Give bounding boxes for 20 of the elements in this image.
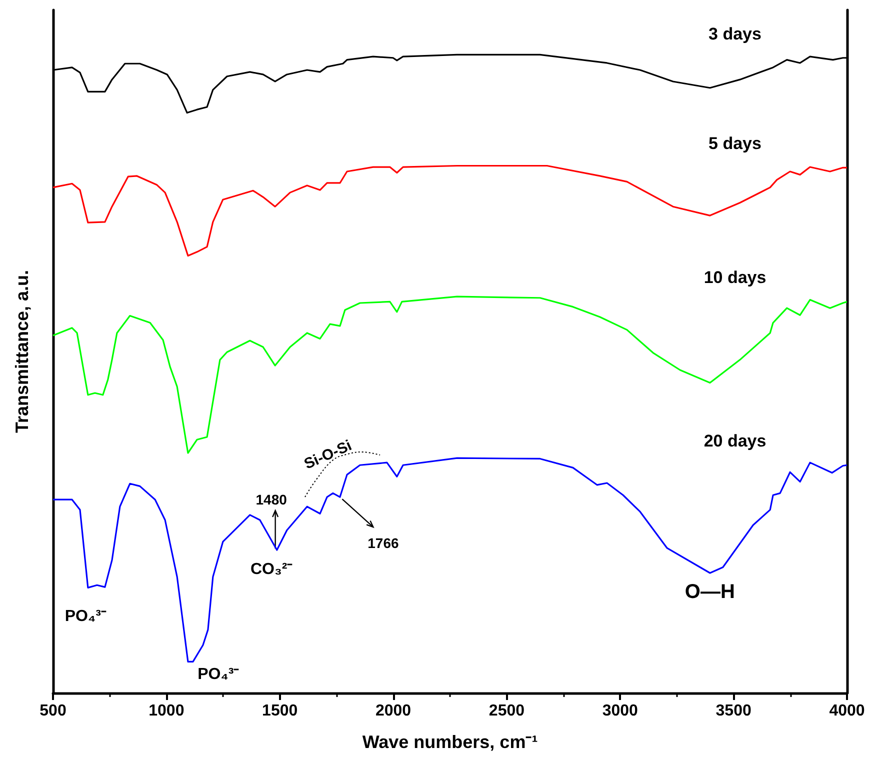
x-tick-label: 1000 [148,702,184,720]
annotation: 1766 [368,535,399,552]
x-tick-label: 2000 [375,702,412,720]
annotation: CO₃²⁻ [250,561,294,578]
annotation: PO₄³⁻ [64,608,107,626]
x-tick-label: 3000 [602,702,638,720]
x-tick-label: 500 [40,702,66,720]
series-label: 5 days [708,134,762,154]
series-label: 3 days [708,24,762,44]
series-label: 20 days [704,432,766,451]
series-label: 10 days [704,268,766,288]
annotation: PO₄³⁻ [198,666,240,684]
x-tick-label: 2500 [488,702,525,720]
x-tick-label: 4000 [829,702,865,720]
y-axis-title: Transmittance, a.u. [12,270,32,434]
annotation: O—H [684,580,735,603]
x-tick-label: 1500 [262,702,298,720]
x-axis-title: Wave numbers, cm⁻¹ [362,732,538,752]
x-tick-label: 3500 [716,702,752,720]
annotation: 1480 [256,492,288,508]
